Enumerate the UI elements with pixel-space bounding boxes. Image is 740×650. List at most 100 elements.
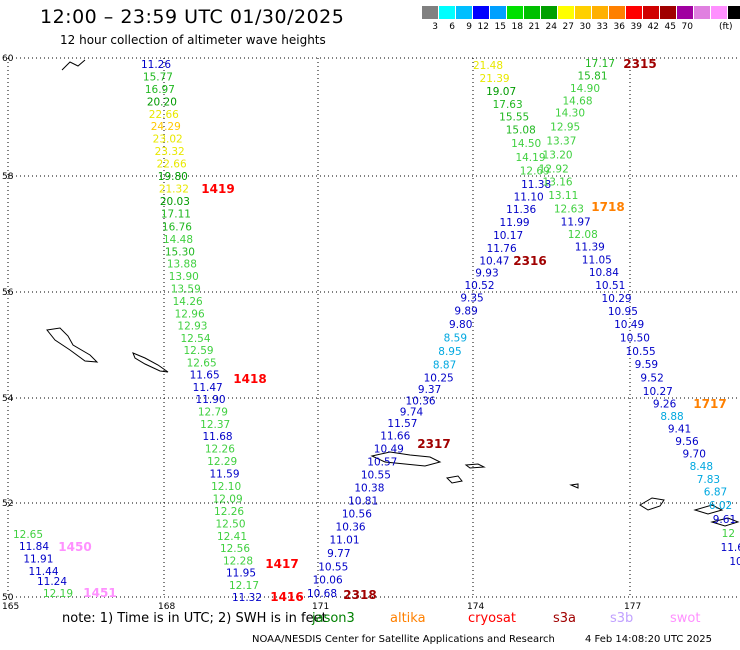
credit-line: NOAA/NESDIS Center for Satellite Applica…: [252, 634, 555, 645]
legend-swatch: [609, 6, 626, 19]
track-2300-value: 8.87: [433, 360, 456, 372]
track-1400-value: 12.65: [187, 357, 217, 369]
island: [445, 475, 463, 484]
track-2300-value: 9.80: [449, 319, 472, 331]
legend-unit: (ft): [719, 22, 733, 32]
track-1400-value: 11.90: [196, 394, 226, 406]
track-2300-value: 9.35: [460, 293, 483, 305]
track-1400-value: 11.68: [203, 431, 233, 443]
latitude-label: 52: [2, 499, 13, 509]
track-1400-value: 15.77: [143, 71, 173, 83]
track-1400-value: 22.66: [157, 159, 187, 171]
track-2300-value: 21.39: [480, 73, 510, 85]
legend-swatch: [626, 6, 643, 19]
track-2300-value: 14.19: [515, 152, 545, 164]
track-1700-value: 10: [729, 556, 740, 568]
latitude-label: 58: [2, 172, 14, 182]
pass-time-label: 1718: [591, 200, 624, 214]
island: [46, 327, 99, 363]
pass-time-label: 2316: [513, 254, 546, 268]
legend-swatch: [524, 6, 541, 19]
track-1700-value: 11.97: [561, 216, 591, 228]
pass-time-label: 1418: [233, 372, 266, 386]
legend-label: 12: [477, 22, 489, 32]
legend-swatch: [677, 6, 694, 19]
pass-time-label: 1717: [693, 397, 726, 411]
track-1700-value: 11.6: [721, 542, 740, 554]
track-1700-value: 17.17: [585, 58, 615, 70]
longitude-label: 174: [467, 602, 484, 612]
track-2300-value: 9.74: [400, 407, 424, 419]
track-1450-value: 12.19: [43, 588, 73, 600]
track-1400-value: 23.02: [153, 134, 183, 146]
longitude-label: 171: [312, 602, 329, 612]
legend-swatch: [575, 6, 592, 19]
latitude-label: 54: [2, 394, 14, 404]
legend-swatch: [456, 6, 473, 19]
color-legend: 3 6 9 12 15 18 21 24 27 30 33 36 39 42 45 70 (ft): [422, 6, 740, 32]
land-features: [46, 59, 740, 527]
track-1450-value: 11.24: [37, 576, 67, 588]
track-1400-value: 15.30: [165, 246, 195, 258]
legend-label: 24: [545, 22, 557, 32]
latitude-label: 60: [2, 54, 14, 64]
track-1400-value: 12.93: [177, 321, 207, 333]
track-1400-value: 24.29: [151, 121, 181, 133]
track-1400-value: 11.26: [141, 59, 171, 71]
track-2300-value: 9.77: [327, 548, 350, 560]
track-1400-value: 11.95: [226, 568, 256, 580]
altimeter-tracks: 11.2615.7716.9720.2022.6624.2923.0223.32…: [13, 58, 740, 604]
track-1700-value: 9.59: [635, 359, 658, 371]
legend-label: 45: [664, 22, 676, 32]
track-1400-value: 13.90: [169, 271, 199, 283]
legend-swatch: [439, 6, 456, 19]
coastline: [61, 59, 86, 71]
legend-swatches: [422, 6, 740, 19]
pass-labels: 1419 1418 1417 1416 1450 1451 2315 1718 2316 1717…: [58, 57, 726, 604]
track-1400-value: 12.59: [184, 345, 214, 357]
legend-label: 36: [613, 22, 625, 32]
track-1700-value: 10.55: [626, 346, 656, 358]
track-1700-value: 11.39: [575, 242, 605, 254]
track-2300-value: 12.69: [520, 166, 550, 178]
legend-swatch: [711, 6, 728, 19]
track-1700-value: 10.50: [620, 333, 650, 345]
track-1700-value: 10.51: [595, 280, 625, 292]
track-1400-value: 12.50: [215, 518, 245, 530]
track-1400-value: 16.76: [162, 221, 192, 233]
track-1700-value: 9.70: [683, 449, 706, 461]
map-title: 12:00 – 23:59 UTC 01/30/2025: [40, 6, 345, 28]
track-1700-value: 13.20: [543, 149, 573, 161]
track-1700-value: 12.08: [568, 229, 598, 241]
track-1400-value: 13.88: [167, 259, 197, 271]
generation-timestamp: 4 Feb 14:08:20 UTC 2025: [585, 634, 712, 645]
track-1400-value: 11.65: [190, 370, 220, 382]
track-1400-value: 12.09: [213, 493, 243, 505]
longitude-label: 177: [624, 602, 641, 612]
legend-swatch: [490, 6, 507, 19]
track-2300-value: 19.07: [486, 86, 516, 98]
legend-label: 42: [647, 22, 659, 32]
track-1450-value: 12.65: [13, 529, 43, 541]
track-1700-value: 9.41: [668, 424, 691, 436]
island: [464, 463, 486, 469]
track-1400-value: 11.32: [232, 592, 262, 604]
track-2300-value: 9.89: [454, 306, 477, 318]
track-1450-value: 11.91: [23, 554, 53, 566]
island: [710, 517, 740, 527]
track-1700-value: 14.68: [562, 95, 592, 107]
satellite-s3a: s3a: [553, 611, 577, 626]
track-2300-value: 17.63: [493, 99, 523, 111]
track-2300-value: 10.17: [493, 230, 523, 242]
track-1700-value: 9.61: [713, 514, 736, 526]
legend-label: 30: [579, 22, 591, 32]
track-1400-value: 12.56: [220, 543, 250, 555]
track-1400-value: 12.54: [180, 333, 210, 345]
track-1700-value: 10.49: [614, 319, 644, 331]
legend-swatch: [694, 6, 711, 19]
track-2300-value: 11.76: [487, 243, 517, 255]
legend-label: 70: [681, 22, 693, 32]
footer-note: note: 1) Time is in UTC; 2) SWH is in fe…: [62, 611, 327, 626]
track-1700-value: 10.27: [643, 386, 673, 398]
